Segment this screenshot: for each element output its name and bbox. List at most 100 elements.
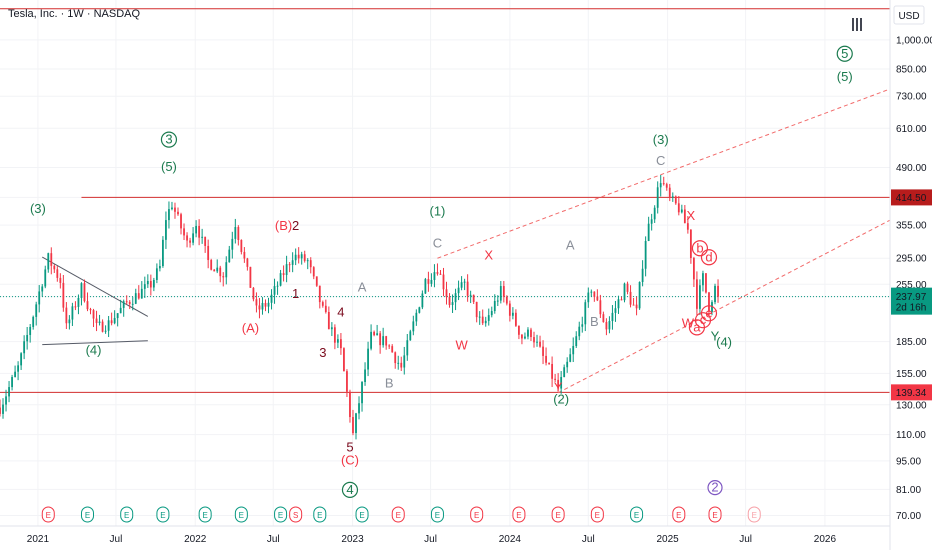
earnings-event[interactable]: E xyxy=(41,506,55,523)
candle[interactable] xyxy=(204,236,207,253)
candle[interactable] xyxy=(213,268,216,272)
candle[interactable] xyxy=(17,361,20,381)
candle[interactable] xyxy=(35,301,38,326)
candle[interactable] xyxy=(219,265,222,283)
candle[interactable] xyxy=(333,324,336,350)
candle[interactable] xyxy=(134,288,137,305)
candle[interactable] xyxy=(617,295,620,314)
candle[interactable] xyxy=(361,381,363,412)
candle[interactable] xyxy=(56,266,59,282)
candle[interactable] xyxy=(569,348,572,363)
earnings-event[interactable]: E xyxy=(234,506,248,523)
candle[interactable] xyxy=(668,183,671,202)
candle[interactable] xyxy=(683,205,686,224)
candle[interactable] xyxy=(104,325,107,334)
candle[interactable] xyxy=(418,306,421,314)
candle[interactable] xyxy=(225,256,228,285)
candle[interactable] xyxy=(207,239,210,269)
candle[interactable] xyxy=(318,285,321,309)
candle[interactable] xyxy=(309,257,312,274)
candle[interactable] xyxy=(41,284,44,297)
candle[interactable] xyxy=(50,247,53,275)
candle[interactable] xyxy=(137,285,140,300)
candle[interactable] xyxy=(71,302,74,326)
earnings-event[interactable]: E xyxy=(80,506,94,523)
candle[interactable] xyxy=(14,365,16,378)
candle[interactable] xyxy=(264,299,267,312)
candle[interactable] xyxy=(346,369,348,397)
candle[interactable] xyxy=(584,299,587,332)
candle[interactable] xyxy=(171,201,173,211)
candle[interactable] xyxy=(478,311,481,325)
candle[interactable] xyxy=(291,252,294,273)
candle[interactable] xyxy=(116,313,119,327)
candle[interactable] xyxy=(608,316,611,334)
candle[interactable] xyxy=(285,255,288,283)
candle[interactable] xyxy=(484,316,487,327)
candle[interactable] xyxy=(303,250,306,263)
candle[interactable] xyxy=(201,228,204,244)
candle[interactable] xyxy=(216,259,219,274)
earnings-event[interactable]: E xyxy=(470,506,484,523)
candle[interactable] xyxy=(581,316,584,333)
earnings-event[interactable]: E xyxy=(672,506,686,523)
candle[interactable] xyxy=(702,270,704,292)
candle[interactable] xyxy=(195,220,198,238)
candle[interactable] xyxy=(165,211,167,249)
candle[interactable] xyxy=(394,351,397,369)
candle[interactable] xyxy=(397,355,400,370)
candle[interactable] xyxy=(352,409,354,436)
candle[interactable] xyxy=(140,281,143,299)
candle[interactable] xyxy=(412,315,415,336)
candle[interactable] xyxy=(5,389,7,412)
candle[interactable] xyxy=(527,327,529,340)
candle[interactable] xyxy=(240,239,243,255)
candle[interactable] xyxy=(487,308,490,326)
candle[interactable] xyxy=(391,344,394,353)
candle[interactable] xyxy=(605,318,608,336)
candle[interactable] xyxy=(551,356,554,388)
candle[interactable] xyxy=(602,311,605,323)
earnings-event[interactable]: E xyxy=(355,506,369,523)
candle[interactable] xyxy=(349,389,351,423)
candle[interactable] xyxy=(524,332,526,340)
candle[interactable] xyxy=(152,277,155,292)
candle[interactable] xyxy=(644,236,647,277)
earnings-event[interactable]: E xyxy=(198,506,212,523)
candle[interactable] xyxy=(237,225,240,246)
event-marker[interactable]: 2 xyxy=(707,480,723,496)
earnings-event[interactable]: E xyxy=(630,506,644,523)
candle[interactable] xyxy=(122,299,125,317)
candle[interactable] xyxy=(460,276,463,291)
candle[interactable] xyxy=(113,310,116,325)
candle[interactable] xyxy=(445,281,448,305)
candle[interactable] xyxy=(279,269,282,287)
candle[interactable] xyxy=(32,315,35,330)
candle[interactable] xyxy=(638,281,641,310)
candle[interactable] xyxy=(502,280,505,303)
candle[interactable] xyxy=(228,245,231,263)
candle[interactable] xyxy=(38,285,41,313)
candle[interactable] xyxy=(192,227,194,246)
candle[interactable] xyxy=(80,282,83,306)
candle[interactable] xyxy=(677,195,680,216)
candle[interactable] xyxy=(382,327,385,348)
candle[interactable] xyxy=(662,176,665,186)
candle[interactable] xyxy=(641,260,644,287)
candle[interactable] xyxy=(300,251,303,265)
price-axis[interactable]: 1,000.00 850.00 730.00 610.00 490.00 414.50 35… xyxy=(891,35,932,522)
candle[interactable] xyxy=(427,271,430,292)
candle[interactable] xyxy=(158,259,161,272)
candle[interactable] xyxy=(306,258,309,270)
candle[interactable] xyxy=(29,323,32,343)
currency-button[interactable] xyxy=(893,5,925,25)
candle[interactable] xyxy=(110,312,113,326)
candle[interactable] xyxy=(499,281,502,304)
candle[interactable] xyxy=(626,281,629,295)
candle[interactable] xyxy=(252,287,255,302)
candle[interactable] xyxy=(210,258,213,271)
candle[interactable] xyxy=(424,277,427,294)
candle[interactable] xyxy=(89,307,92,315)
candle[interactable] xyxy=(635,296,638,316)
candle[interactable] xyxy=(312,266,315,280)
